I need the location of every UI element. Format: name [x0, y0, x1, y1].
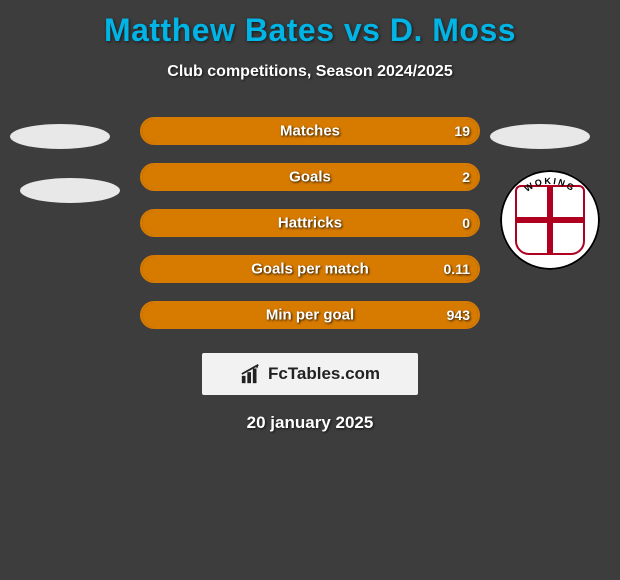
stat-value-right: 19: [454, 123, 470, 139]
subtitle: Club competitions, Season 2024/2025: [0, 63, 620, 81]
bars-icon: [240, 363, 262, 385]
date-line: 20 january 2025: [0, 413, 620, 433]
stat-row: Goals 2: [140, 163, 480, 191]
stat-row: Goals per match 0.11: [140, 255, 480, 283]
stat-label: Goals: [289, 169, 331, 186]
stat-value-right: 0.11: [444, 261, 470, 277]
watermark-text: FcTables.com: [268, 364, 380, 384]
badge-top-text: WOKING: [523, 176, 578, 194]
right-player-club-badge: WOKING: [500, 170, 600, 270]
stat-row: Matches 19: [140, 117, 480, 145]
watermark: FcTables.com: [202, 353, 418, 395]
stat-label: Hattricks: [278, 215, 342, 232]
stat-row: Min per goal 943: [140, 301, 480, 329]
stat-label: Matches: [280, 123, 340, 140]
stat-label: Goals per match: [251, 261, 369, 278]
page-title: Matthew Bates vs D. Moss: [0, 0, 620, 49]
stat-row: Hattricks 0: [140, 209, 480, 237]
right-player-avatar-shadow: [490, 124, 590, 149]
stat-value-right: 2: [462, 169, 470, 185]
left-player-club-shadow: [20, 178, 120, 203]
left-player-avatar-shadow: [10, 124, 110, 149]
stat-value-right: 0: [462, 215, 470, 231]
badge-text-arc: WOKING: [500, 170, 600, 270]
stat-value-right: 943: [447, 307, 470, 323]
svg-text:WOKING: WOKING: [523, 176, 578, 194]
stat-label: Min per goal: [266, 307, 354, 324]
